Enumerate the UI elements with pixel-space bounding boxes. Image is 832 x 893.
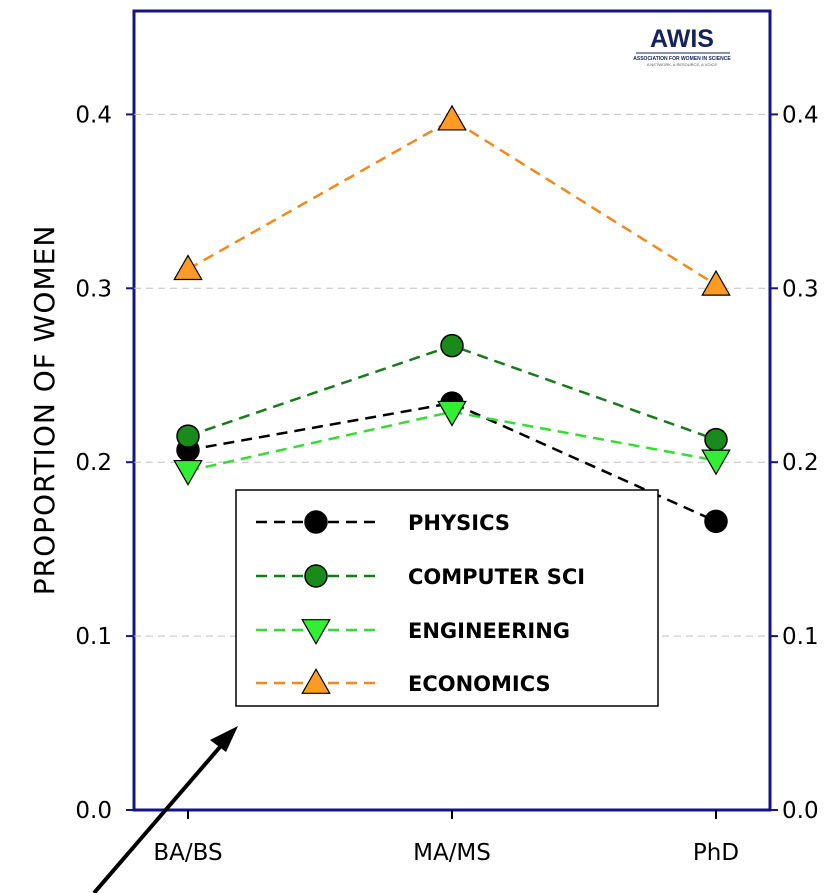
legend-label-computer-sci: COMPUTER SCI — [408, 565, 585, 589]
legend-marker-physics — [304, 510, 328, 534]
legend-label-economics: ECONOMICS — [408, 672, 551, 696]
data-point-economics — [173, 254, 203, 281]
x-axis: BA/BS MA/MS PhD — [153, 810, 739, 866]
x-tick-label: MA/MS — [413, 840, 491, 866]
y-tick-label-right: 0.0 — [782, 798, 819, 824]
data-point-economics — [701, 269, 731, 296]
x-tick-label: PhD — [693, 840, 739, 866]
y-axis-right: 0.0 0.1 0.2 0.3 0.4 — [770, 102, 819, 824]
y-tick-label-left: 0.0 — [75, 798, 112, 824]
legend-label-physics: PHYSICS — [408, 511, 510, 535]
data-point-physics — [704, 509, 728, 534]
x-tick-label: BA/BS — [153, 840, 222, 866]
y-tick-label-left: 0.4 — [75, 102, 112, 128]
awis-logo-tagline: A NETWORK, A RESOURCE, A VOICE — [647, 62, 718, 67]
series-layer — [173, 104, 731, 534]
awis-logo: AWIS ASSOCIATION FOR WOMEN IN SCIENCE A … — [633, 25, 731, 67]
data-point-computer-sci — [176, 424, 200, 448]
y-tick-label-left: 0.1 — [75, 624, 112, 650]
awis-logo-subtitle: ASSOCIATION FOR WOMEN IN SCIENCE — [633, 56, 731, 62]
y-tick-label-right: 0.3 — [782, 276, 819, 302]
data-point-economics — [437, 104, 467, 131]
legend-items: PHYSICS COMPUTER SCI ENGINEERING ECONOMICS — [256, 510, 585, 696]
y-tick-label-right: 0.2 — [782, 450, 819, 476]
y-tick-label-right: 0.1 — [782, 624, 819, 650]
arrow-head — [210, 726, 238, 752]
data-point-engineering — [173, 459, 203, 486]
legend-marker-computer-sci — [304, 564, 328, 588]
series-line-physics — [187, 401, 717, 523]
legend-marker-engineering — [301, 619, 331, 645]
y-tick-label-left: 0.3 — [75, 276, 112, 302]
legend: PHYSICS COMPUTER SCI ENGINEERING ECONOMICS — [235, 489, 659, 707]
y-axis-left: 0.0 0.1 0.2 0.3 0.4 — [75, 102, 134, 824]
data-point-computer-sci — [440, 333, 464, 358]
legend-marker-economics — [301, 668, 331, 694]
data-point-computer-sci — [704, 427, 728, 452]
arrow-shaft — [92, 738, 228, 893]
awis-logo-text: AWIS — [650, 25, 714, 53]
y-axis-label: PROPORTION OF WOMEN — [28, 225, 61, 596]
annotation-arrow — [92, 726, 238, 893]
y-tick-label-right: 0.4 — [782, 102, 819, 128]
series-line-economics — [187, 118, 717, 286]
data-point-engineering — [701, 449, 731, 476]
y-tick-label-left: 0.2 — [75, 450, 112, 476]
legend-label-engineering: ENGINEERING — [408, 619, 570, 643]
data-point-engineering — [437, 400, 467, 427]
